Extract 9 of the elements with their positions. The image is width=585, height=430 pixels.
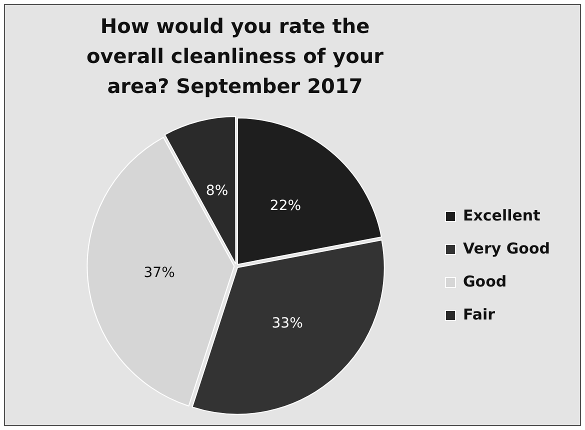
data-label: 8% xyxy=(206,182,228,199)
legend-label: Fair xyxy=(462,305,496,324)
data-label: 33% xyxy=(272,316,303,332)
data-label: 37% xyxy=(144,264,175,281)
data-label: 22% xyxy=(270,198,302,214)
legend-label: Very Good xyxy=(462,239,550,258)
legend-label: Excellent xyxy=(462,206,540,224)
chart-title: How would you rate the overall cleanliness of your area? September 2017 xyxy=(86,13,384,100)
legend-label: Good xyxy=(462,272,507,290)
